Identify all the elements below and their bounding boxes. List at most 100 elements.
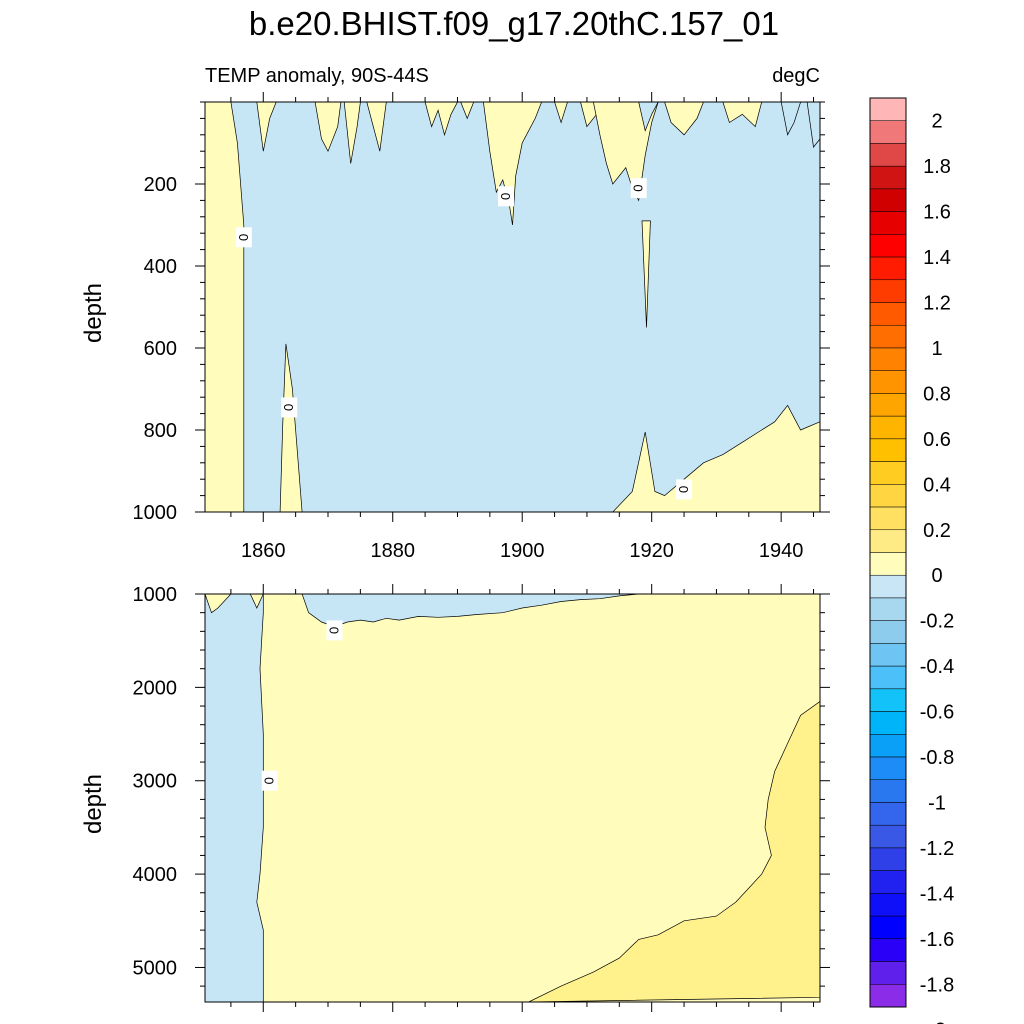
- colorbar-swatch: [869, 415, 907, 440]
- colorbar: 2 1.8 1.6 1.4 1.2 1 0.8 0.6 0.4 0.2 0 -0.2 -0.4 -0.6 -…: [869, 97, 954, 1024]
- colorbar-swatch: [869, 165, 907, 190]
- y-tick-label: 200: [144, 174, 177, 196]
- colorbar-label: -1.2: [920, 838, 954, 860]
- colorbar-swatch: [869, 97, 907, 121]
- colorbar-swatch: [869, 461, 907, 485]
- colorbar-swatch: [869, 325, 907, 349]
- x-tick-label: 1900: [500, 540, 545, 562]
- positive-region-surface-1891: [460, 102, 475, 120]
- colorbar-swatch: [869, 484, 907, 508]
- colorbar-swatch: [869, 779, 907, 803]
- colorbar-swatch: [869, 597, 907, 621]
- y-tick-label: 3000: [133, 771, 178, 793]
- colorbar-swatch: [869, 915, 907, 940]
- colorbar-label: -1: [928, 793, 946, 815]
- positive-region-surface-1877: [366, 102, 387, 152]
- colorbar-swatch: [869, 188, 907, 212]
- x-tick-label: 1860: [241, 540, 286, 562]
- colorbar-swatch: [869, 824, 907, 849]
- colorbar-swatch: [869, 756, 907, 781]
- plot-frame: [204, 101, 821, 513]
- colorbar-label: 0.2: [923, 520, 951, 542]
- contour-label: 0: [326, 620, 343, 641]
- colorbar-swatch: [869, 279, 907, 303]
- colorbar-label: 1.8: [923, 156, 951, 178]
- colorbar-swatch: [869, 643, 907, 667]
- contour-label: 0: [676, 479, 693, 500]
- y-axis-label: depth: [80, 283, 107, 343]
- colorbar-label: 1.4: [923, 247, 951, 269]
- positive-region-surface-1873: [343, 102, 361, 164]
- upper-left-label: TEMP anomaly, 90S-44S: [205, 65, 429, 87]
- negative-pocket-pocket-1919: [638, 102, 659, 132]
- colorbar-swatch: [869, 711, 907, 735]
- colorbar-label: 0.8: [923, 383, 951, 405]
- contour-label: 0: [261, 770, 278, 791]
- colorbar-swatch: [869, 393, 907, 417]
- colorbar-swatch: [869, 506, 907, 531]
- colorbar-swatch: [869, 665, 907, 690]
- positive-region-surface-1860: [256, 102, 277, 152]
- contour-label: 0: [630, 178, 647, 199]
- colorbar-swatch: [869, 143, 907, 167]
- contour-label-text: 0: [281, 404, 296, 411]
- plot-area: 00: [205, 594, 820, 1002]
- y-tick-label: 1000: [133, 584, 178, 606]
- contour-label: 0: [281, 397, 298, 418]
- positive-region-surface-1906: [554, 102, 568, 124]
- y-tick-label: 400: [144, 256, 177, 278]
- contour-label-text: 0: [327, 627, 342, 634]
- contour-label-text: 0: [631, 184, 646, 191]
- colorbar-label: 1.6: [923, 202, 951, 224]
- colorbar-swatch: [869, 211, 907, 235]
- warm-region-deep-warm: [528, 700, 820, 1002]
- positive-region-spike-1918: [641, 220, 651, 328]
- colorbar-swatch: [869, 438, 907, 462]
- negative-pocket-pocket-1945: [806, 102, 820, 148]
- y-axis-label: depth: [80, 774, 107, 834]
- colorbar-swatch: [869, 620, 907, 644]
- contour-label-text: 0: [236, 234, 251, 241]
- colorbar-swatch: [869, 574, 907, 599]
- colorbar-swatch: [869, 302, 907, 326]
- colorbar-label: -0.2: [920, 611, 954, 633]
- colorbar-label: -1.6: [920, 929, 954, 951]
- contour-label-text: 0: [262, 777, 277, 784]
- contour-label: 0: [235, 227, 252, 248]
- y-tick-label: 600: [144, 338, 177, 360]
- colorbar-swatch: [869, 256, 907, 281]
- colorbar-swatch: [869, 234, 907, 258]
- colorbar-label: -0.8: [920, 747, 954, 769]
- y-tick-label: 5000: [133, 957, 178, 979]
- negative-region-left-column: [205, 594, 264, 1002]
- colorbar-label: -1.8: [920, 974, 954, 996]
- colorbar-swatch: [869, 847, 907, 871]
- contour-label-text: 0: [498, 193, 513, 200]
- colorbar-swatch: [869, 893, 907, 917]
- colorbar-swatch: [869, 870, 907, 894]
- colorbar-label: 1: [931, 338, 942, 360]
- contour-label: 0: [498, 186, 514, 207]
- colorbar-label: -0.4: [920, 656, 954, 678]
- positive-region-surface-1934: [722, 102, 763, 128]
- x-tick-label: 1920: [629, 540, 674, 562]
- x-tick-label: 1940: [759, 540, 804, 562]
- positive-region-surface-1886: [424, 102, 458, 137]
- colorbar-swatch: [869, 120, 907, 144]
- plot-frame: [204, 593, 821, 1003]
- colorbar-label: 1.2: [923, 293, 951, 315]
- chart-title: b.e20.BHIST.f09_g17.20thC.157_01: [249, 5, 779, 42]
- colorbar-swatch: [869, 984, 907, 1008]
- upper-panel: 0 0 0 0 0 200 400 600 800 1000 1860 1880 1900 1920 194…: [80, 92, 830, 562]
- positive-region-left-column: [205, 102, 245, 512]
- colorbar-swatch: [869, 734, 907, 758]
- x-tick-label: 1880: [370, 540, 415, 562]
- colorbar-frame: [869, 97, 907, 1008]
- colorbar-label: 0.4: [923, 474, 951, 496]
- colorbar-label: 0: [931, 565, 942, 587]
- positive-region-surface-1869: [314, 102, 342, 153]
- colorbar-swatch: [869, 802, 907, 826]
- colorbar-swatch: [869, 938, 907, 962]
- colorbar-label: -0.6: [920, 702, 954, 724]
